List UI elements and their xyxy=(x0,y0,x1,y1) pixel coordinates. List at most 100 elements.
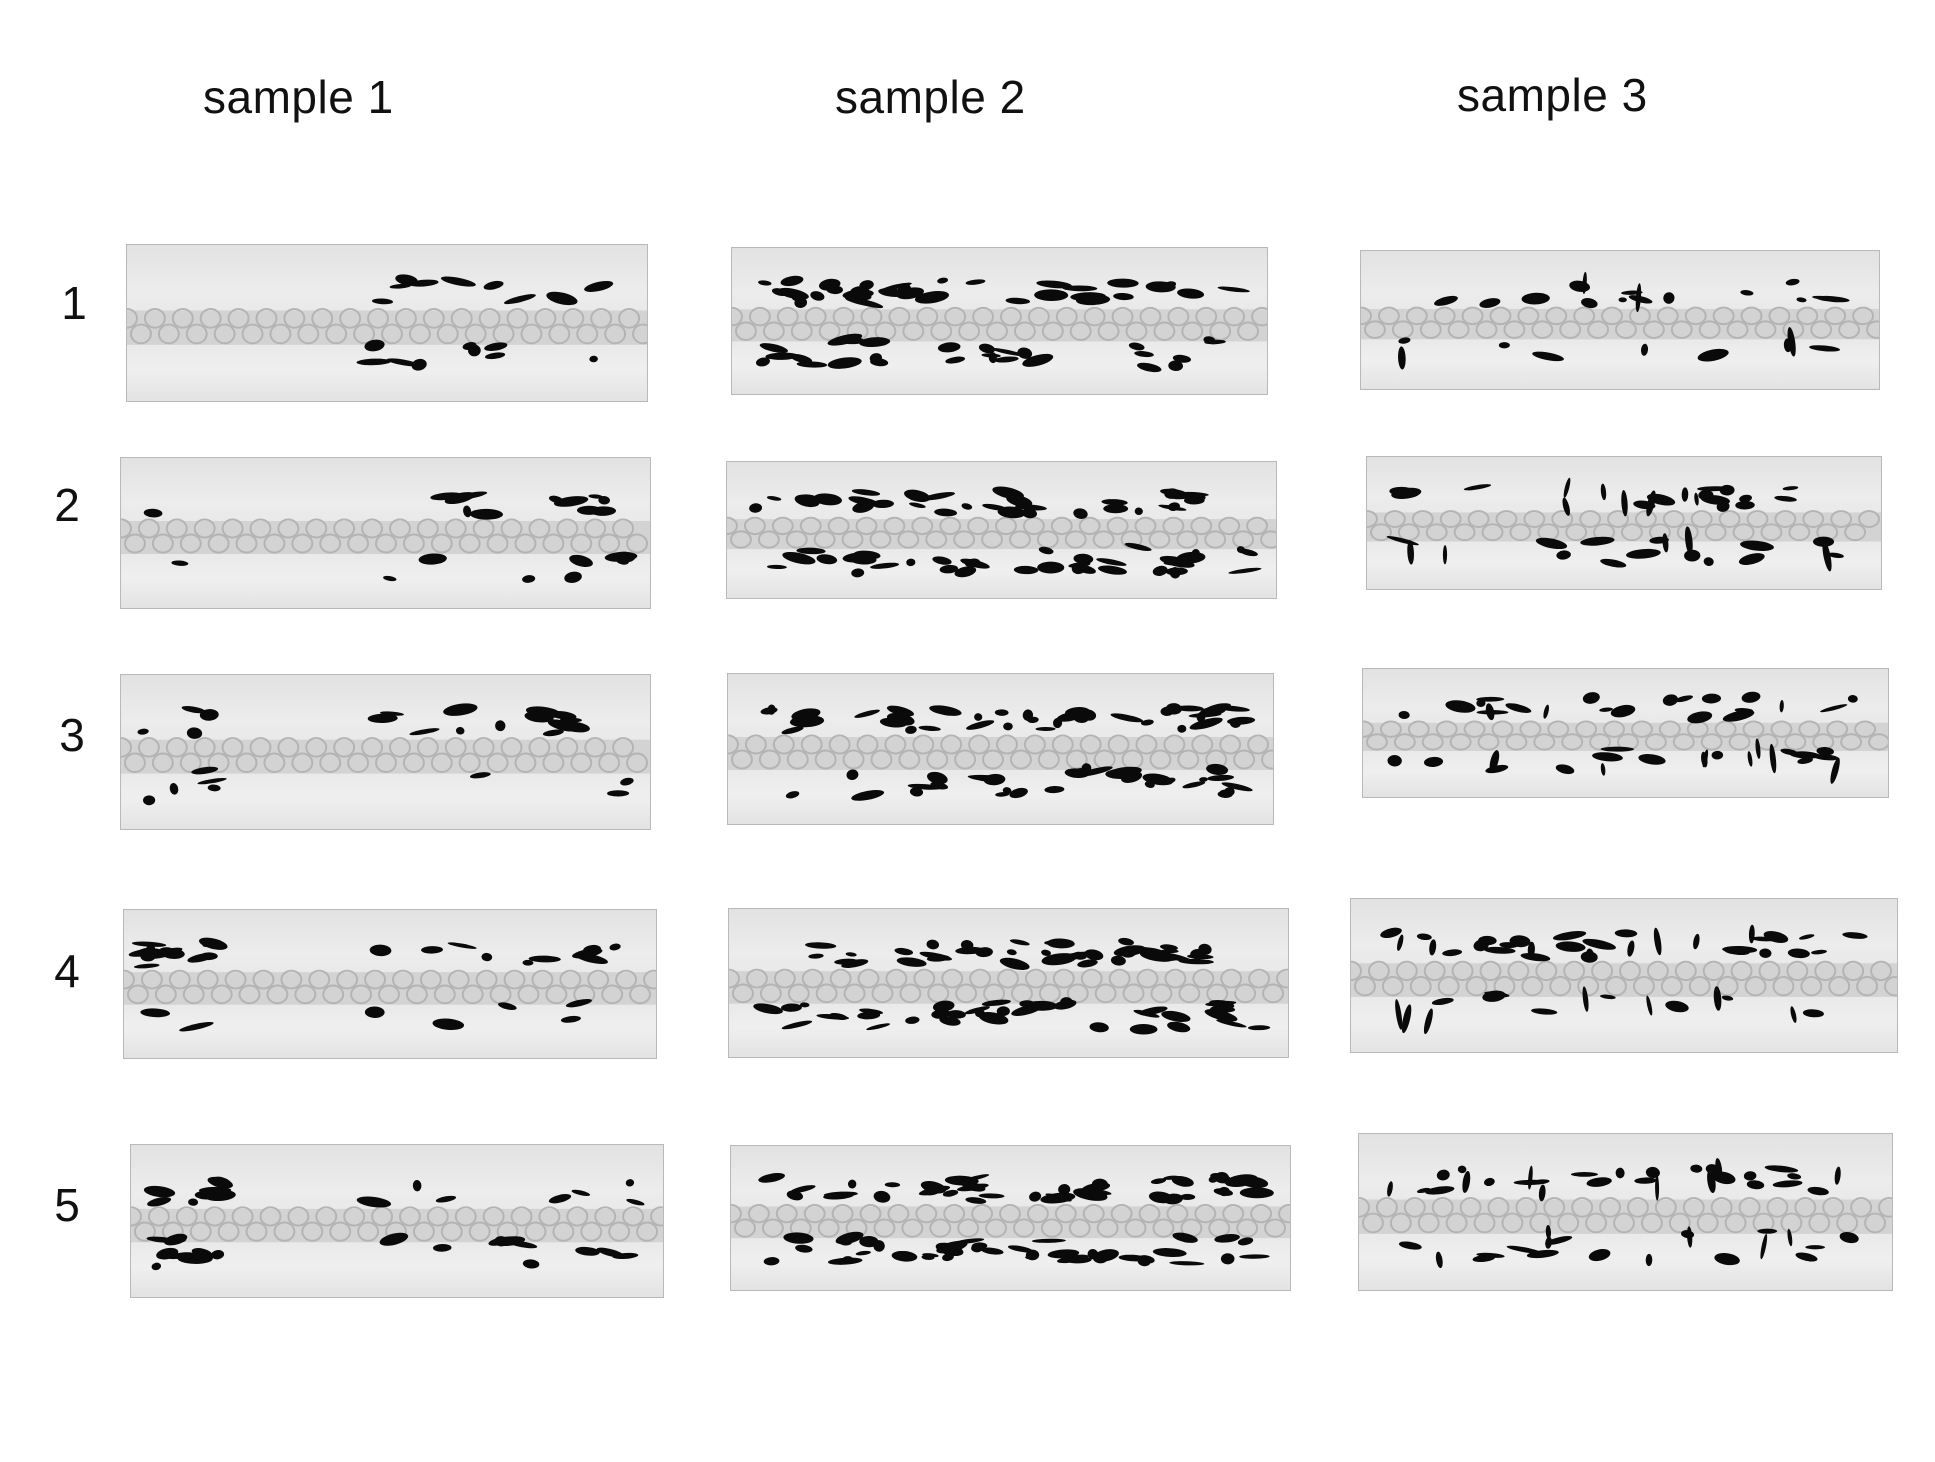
defect-mark xyxy=(1586,1177,1612,1187)
defect-mark xyxy=(1423,1008,1433,1035)
defect-mark xyxy=(1161,1010,1191,1023)
defect-mark xyxy=(143,1185,176,1198)
defect-mark xyxy=(978,1193,1005,1199)
row-label-3: 3 xyxy=(59,709,85,761)
defect-mark xyxy=(1513,1179,1548,1185)
defect-mark xyxy=(964,1006,990,1015)
defect-mark xyxy=(211,1249,225,1260)
defect-mark xyxy=(1842,932,1868,939)
defect-mark xyxy=(1022,353,1054,367)
defect-mark xyxy=(1204,339,1226,345)
defect-mark xyxy=(418,553,447,565)
defect-mark xyxy=(1478,935,1497,946)
defect-mark xyxy=(795,1244,813,1253)
defect-mark xyxy=(1812,295,1840,301)
defect-mark xyxy=(796,547,826,555)
column-label-sample-3: sample 3 xyxy=(1457,69,1648,121)
defect-mark xyxy=(978,343,995,354)
defect-mark xyxy=(548,1194,572,1204)
defect-mark xyxy=(1398,710,1410,720)
defect-mark xyxy=(988,352,997,364)
defect-mark xyxy=(1144,781,1155,788)
defect-mark xyxy=(1178,958,1214,965)
defect-mark xyxy=(1782,486,1799,491)
defect-mark xyxy=(808,953,824,959)
defect-mark xyxy=(858,337,891,348)
defect-mark xyxy=(1221,782,1253,792)
defect-mark xyxy=(203,1189,236,1202)
defect-mark xyxy=(1741,691,1761,703)
row-label-5: 5 xyxy=(54,1179,80,1231)
defect-mark xyxy=(1009,787,1028,799)
sample-1-row-3-photo xyxy=(120,674,651,830)
defect-mark xyxy=(1219,789,1233,797)
defect-mark xyxy=(1247,1025,1271,1031)
defect-mark xyxy=(937,342,961,353)
defect-mark xyxy=(455,727,465,735)
defect-mark xyxy=(548,495,564,504)
defect-mark xyxy=(758,280,772,286)
defect-mark xyxy=(1627,940,1635,957)
defect-mark xyxy=(1172,1232,1198,1243)
defect-mark xyxy=(1003,722,1013,731)
defect-mark xyxy=(955,946,985,955)
defect-mark xyxy=(1580,536,1615,546)
defect-mark xyxy=(765,352,799,360)
defect-mark xyxy=(1174,705,1204,712)
defect-mark xyxy=(1755,738,1761,759)
defect-mark xyxy=(542,729,564,737)
defect-mark xyxy=(1555,764,1575,775)
defect-mark xyxy=(1137,362,1162,373)
defect-mark xyxy=(1626,548,1661,559)
defect-mark xyxy=(870,358,889,367)
defect-mark xyxy=(1017,347,1033,359)
defect-mark xyxy=(1830,757,1840,784)
defect-mark xyxy=(1614,929,1638,938)
defect-mark xyxy=(1484,1177,1495,1187)
defect-mark xyxy=(1795,1252,1818,1262)
defect-mark xyxy=(1635,283,1642,313)
defect-mark xyxy=(469,772,491,779)
defect-mark xyxy=(870,562,900,569)
defect-mark xyxy=(1592,752,1623,762)
defect-mark xyxy=(965,279,986,285)
defect-mark xyxy=(884,1182,901,1188)
defect-mark xyxy=(1796,297,1807,303)
defect-mark xyxy=(816,1014,850,1020)
defect-mark xyxy=(1182,781,1206,789)
defect-mark xyxy=(181,706,206,714)
defect-mark xyxy=(1646,493,1676,506)
defect-mark xyxy=(805,942,837,949)
defect-mark xyxy=(1698,489,1714,501)
defect-mark xyxy=(780,275,804,287)
sample-3-row-4-photo xyxy=(1350,898,1898,1053)
sample-3-row-5-photo xyxy=(1358,1133,1893,1291)
defect-mark xyxy=(528,955,561,963)
defect-mark xyxy=(1569,280,1591,292)
sample-3-row-3-photo xyxy=(1362,668,1889,798)
defect-mark xyxy=(1653,927,1662,956)
defect-mark xyxy=(1105,768,1137,780)
defect-mark xyxy=(1397,934,1404,951)
defect-mark xyxy=(1134,351,1154,358)
defect-mark xyxy=(894,947,914,956)
defect-mark xyxy=(786,1190,804,1201)
defect-mark xyxy=(896,287,925,300)
defect-mark xyxy=(1445,700,1476,713)
defect-mark xyxy=(789,715,825,728)
defect-mark xyxy=(1110,955,1126,966)
defect-mark xyxy=(1087,1248,1099,1260)
defect-mark xyxy=(1645,1253,1653,1267)
defect-mark xyxy=(1538,1184,1546,1202)
defect-mark xyxy=(1528,1165,1533,1190)
defect-mark xyxy=(197,777,227,785)
defect-mark xyxy=(1813,754,1839,761)
defect-mark xyxy=(1655,1174,1660,1201)
defect-mark xyxy=(1640,343,1649,356)
defect-mark xyxy=(1208,1175,1219,1183)
defect-mark xyxy=(1435,1251,1443,1269)
defect-mark xyxy=(1774,495,1797,502)
defect-mark xyxy=(1052,717,1063,729)
defect-mark xyxy=(1228,567,1262,574)
defect-mark xyxy=(607,790,630,797)
